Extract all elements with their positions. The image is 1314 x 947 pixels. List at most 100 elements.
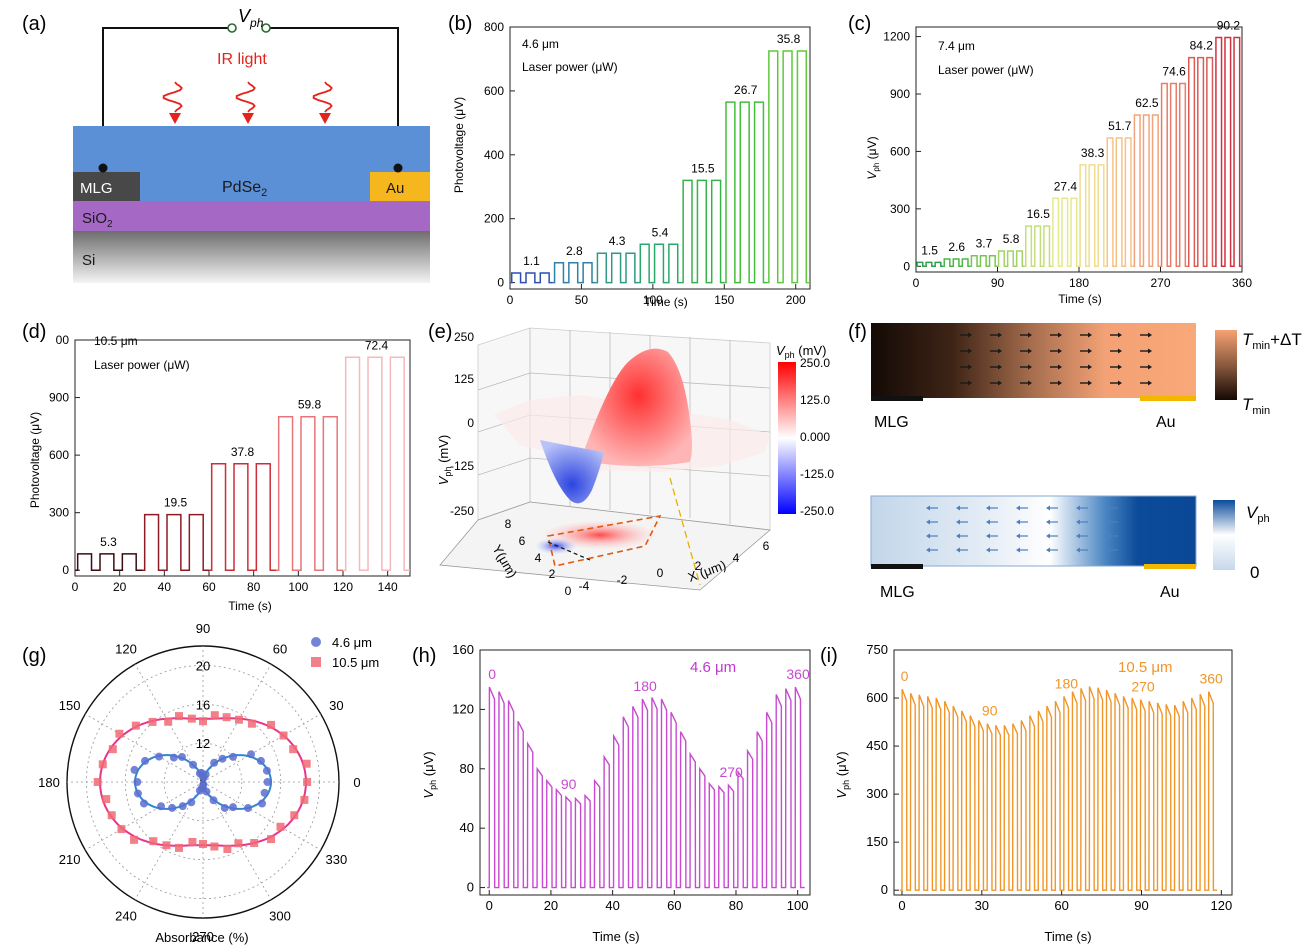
data-point <box>175 712 184 721</box>
x-tick-label: 120 <box>333 580 353 594</box>
ir-wave-icon <box>235 81 256 113</box>
data-point <box>222 713 231 722</box>
series-line <box>510 272 553 284</box>
current-arrowhead-icon <box>986 505 990 511</box>
colorbar-tick-label: -125.0 <box>800 467 834 481</box>
axes-frame <box>479 649 811 896</box>
angle-mark-label: 0 <box>488 666 496 682</box>
x-tick-label: 0 <box>898 898 905 913</box>
chart-c-xlabel: Time (s) <box>1058 292 1102 306</box>
x-tick-label: 0 <box>507 293 514 307</box>
heat-flow-arrowhead-icon <box>1028 348 1032 354</box>
panel-b: (b) 0 50 100 150 200 0 200 400 600 800 1.1 2.8 4.3 5.… <box>448 13 811 309</box>
series-line <box>916 261 944 268</box>
data-point <box>164 717 173 726</box>
data-point <box>247 719 256 728</box>
heat-flow-arrowhead-icon <box>1088 380 1092 386</box>
data-point <box>168 803 177 812</box>
data-point <box>187 798 196 807</box>
heat-flow-arrowhead-icon <box>1028 332 1032 338</box>
x-tick-label: 100 <box>643 293 663 307</box>
data-point <box>162 841 171 850</box>
current-arrowhead-icon <box>1106 505 1110 511</box>
pdse2-label: PdSe2 <box>222 179 267 199</box>
step-value-label: 2.8 <box>566 244 583 258</box>
x-tick-label: 90 <box>1134 898 1148 913</box>
x-tick-label: 20 <box>113 580 127 594</box>
legend-marker-105 <box>311 657 321 667</box>
e-z-ticks: 250 125 0 -125 -250 <box>450 330 474 518</box>
current-arrowhead-icon <box>1046 547 1050 553</box>
step-value-label: 37.8 <box>231 445 255 459</box>
current-arrowhead-icon <box>986 519 990 525</box>
current-arrowhead-icon <box>1106 533 1110 539</box>
data-point <box>102 795 111 804</box>
x-tick-label: 100 <box>787 898 809 913</box>
heat-flow-arrowhead-icon <box>998 348 1002 354</box>
panel-d-label: (d) <box>22 321 46 343</box>
chart-i-ylabel: Vph (μV) <box>834 751 851 798</box>
angle-mark-label: 360 <box>786 666 810 682</box>
chart-g-xlabel: Absorbance (%) <box>155 930 248 945</box>
heat-flow-arrowhead-icon <box>1028 364 1032 370</box>
temperature-colorbar <box>1215 330 1237 400</box>
z-tick-label: -125 <box>450 459 474 473</box>
y-tick-label: 40 <box>460 820 474 835</box>
vph-mlg-bar <box>871 564 923 569</box>
chart-c-power-label: Laser power (μW) <box>938 63 1034 77</box>
current-arrowhead-icon <box>986 547 990 553</box>
data-point <box>302 759 311 768</box>
data-point <box>98 760 107 769</box>
current-arrowhead-icon <box>1016 519 1020 525</box>
heat-flow-arrowhead-icon <box>968 380 972 386</box>
step-value-label: 2.6 <box>948 240 965 254</box>
x-tick-label: 4 <box>733 551 740 565</box>
ir-arrowhead-icon <box>242 113 254 124</box>
series-line <box>1187 56 1215 268</box>
y-tick-label: 300 <box>866 786 888 801</box>
x-tick-label: 120 <box>1211 898 1233 913</box>
x-tick-label: 100 <box>288 580 308 594</box>
step-value-label: 59.8 <box>298 398 322 412</box>
device-outline <box>547 514 662 567</box>
angle-label: 210 <box>59 852 81 867</box>
y-tick-label: 900 <box>49 391 69 405</box>
angle-label: 60 <box>273 642 287 657</box>
heat-flow-arrowhead-icon <box>1058 380 1062 386</box>
x-tick-label: 90 <box>991 276 1005 290</box>
x-tick-label: 50 <box>575 293 589 307</box>
terminal-right-icon <box>261 23 271 33</box>
contact-right-icon <box>393 163 403 173</box>
ir-light-label: IR light <box>217 51 267 68</box>
panel-a-label: (a) <box>22 13 46 35</box>
angle-label: 330 <box>326 852 348 867</box>
temperature-map <box>871 323 1196 398</box>
y-tick-label: 600 <box>890 144 910 158</box>
vph-colorbar <box>1213 500 1235 570</box>
data-point <box>276 822 285 831</box>
heat-flow-arrowhead-icon <box>1148 348 1152 354</box>
step-value-label: 5.4 <box>652 225 669 239</box>
e-colorbar-ticks: 250.0 125.0 0.000 -125.0 -250.0 <box>800 356 834 518</box>
current-arrowhead-icon <box>926 547 930 553</box>
chart-b: 0 50 100 150 200 0 200 400 600 800 1.1 2.8 4.3 5.4 15.… <box>484 20 811 307</box>
x-tick-label: 0 <box>913 276 920 290</box>
chart-h-xlabel: Time (s) <box>592 929 639 944</box>
current-arrowhead-icon <box>926 519 930 525</box>
x-tick-label: 360 <box>1232 276 1252 290</box>
data-point <box>210 711 219 720</box>
panel-i: (i) 0 30 60 90 120 0 150 300 450 600 750 0 90 180 270 3… <box>820 642 1233 944</box>
vph-map <box>870 495 1197 567</box>
temperature-arrows <box>960 332 1152 386</box>
y-tick-label: 0 <box>62 563 69 577</box>
data-point <box>199 839 207 848</box>
chart-b-power-label: Laser power (μW) <box>522 60 618 74</box>
y-tick-label: 600 <box>49 448 69 462</box>
x-tick-label: 60 <box>202 580 216 594</box>
axes-frame <box>509 26 811 290</box>
panel-a: (a) Vph IR light MLG PdSe2 Au SiO2 Si <box>22 6 430 283</box>
y-tick-label: 2 <box>549 567 556 581</box>
y-tick-label: 1200 <box>883 30 910 44</box>
